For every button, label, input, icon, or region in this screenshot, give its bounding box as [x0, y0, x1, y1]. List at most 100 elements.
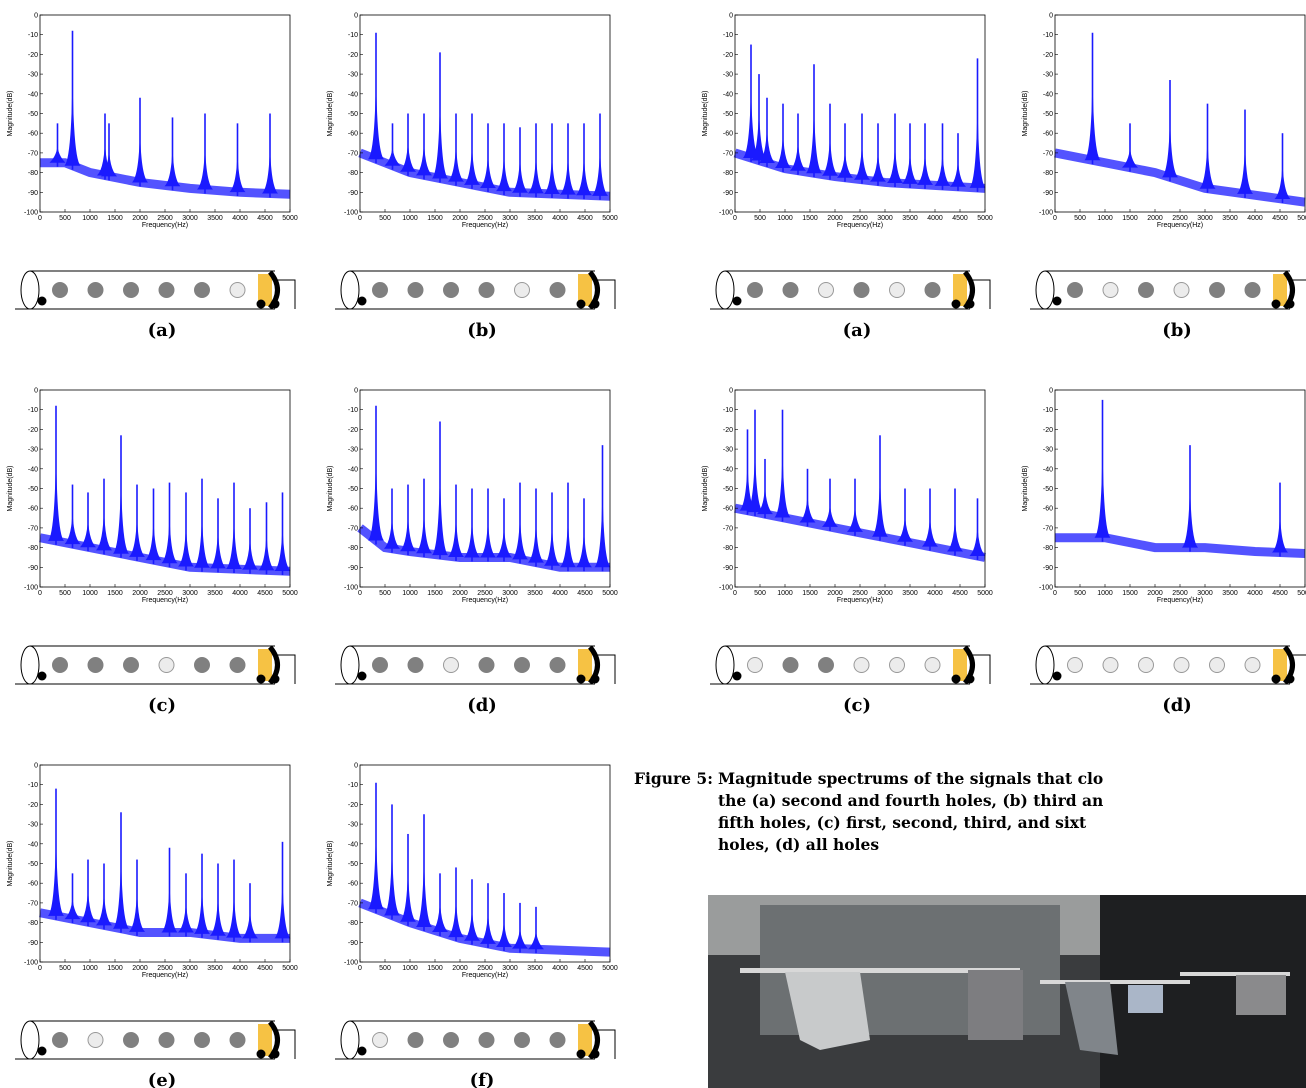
- x-tick-label: 0: [358, 590, 362, 597]
- peak-skirt: [64, 50, 81, 166]
- y-tick-label: -40: [28, 91, 38, 98]
- peak-skirt: [464, 899, 480, 941]
- peak-skirt: [576, 518, 592, 568]
- y-tick-label: -20: [28, 802, 38, 809]
- peak-skirt: [432, 893, 448, 933]
- y-tick-label: -70: [348, 900, 358, 907]
- y-tick-label: -50: [28, 486, 38, 493]
- peak-skirt: [101, 143, 117, 177]
- x-tick-label: 1500: [1122, 215, 1138, 222]
- tone-hole: [818, 657, 834, 673]
- peak-skirt: [48, 425, 64, 541]
- peak-skirt: [887, 133, 903, 184]
- y-tick-label: -90: [1043, 190, 1053, 197]
- y-tick-label: -80: [28, 920, 38, 927]
- panel-label: (a): [148, 320, 177, 341]
- peak-skirt: [129, 504, 145, 557]
- peak-skirt: [178, 512, 194, 567]
- mouthpiece: [953, 649, 967, 681]
- peak-skirt: [274, 861, 291, 939]
- peak-skirt: [161, 502, 178, 564]
- spectrum-panel: 0-10-20-30-40-50-60-70-80-90-1000 500 1000…: [1022, 13, 1306, 341]
- y-tick-label: -80: [1043, 545, 1053, 552]
- peak-skirt: [560, 143, 576, 195]
- peak-skirt: [512, 147, 528, 193]
- peak-skirt: [384, 824, 400, 916]
- tone-hole: [52, 282, 68, 298]
- x-tick-label: 3500: [207, 590, 223, 597]
- sensor-dot: [965, 299, 975, 309]
- peak-skirt: [1199, 123, 1216, 189]
- x-tick-label: 1000: [402, 215, 418, 222]
- peak-skirt: [242, 903, 258, 939]
- tube-end: [340, 270, 360, 310]
- y-tick-label: -60: [723, 506, 733, 513]
- y-tick-label: -40: [723, 466, 733, 473]
- bracket: [595, 1029, 616, 1059]
- sensor-dot: [357, 1046, 367, 1056]
- y-tick-label: -100: [1039, 585, 1053, 592]
- x-tick-label: 3000: [182, 215, 198, 222]
- y-tick-label: -60: [723, 131, 733, 138]
- y-tick-label: -80: [1043, 170, 1053, 177]
- y-tick-label: -60: [28, 131, 38, 138]
- peak-skirt: [384, 143, 401, 166]
- plot-frame: [1054, 389, 1306, 588]
- y-tick-label: -30: [28, 447, 38, 454]
- peak-skirt: [1122, 143, 1138, 168]
- x-tick-label: 3500: [1222, 590, 1238, 597]
- x-tick-label: 0: [733, 590, 737, 597]
- tube-end: [340, 645, 360, 685]
- sensor-dot: [951, 674, 961, 684]
- x-tick-label: 4000: [232, 215, 248, 222]
- x-tick-label: 4000: [1247, 590, 1263, 597]
- peak-skirt: [757, 478, 773, 515]
- x-tick-label: 2500: [477, 590, 493, 597]
- tone-hole: [1173, 282, 1190, 298]
- tone-hole: [1244, 657, 1261, 673]
- x-axis-label: Frequency(Hz): [142, 972, 188, 979]
- spectrum-panel: 0-10-20-30-40-50-60-70-80-90-1000 500 1000…: [7, 763, 298, 1088]
- tone-hole: [1138, 282, 1154, 298]
- spectrum-panel: 0-10-20-30-40-50-60-70-80-90-1000 500 1000…: [702, 13, 993, 342]
- tone-hole: [549, 1032, 566, 1048]
- x-tick-label: 2000: [452, 215, 468, 222]
- x-tick-label: 5000: [602, 590, 618, 597]
- peak-skirt: [870, 143, 886, 182]
- tone-hole: [158, 282, 175, 298]
- x-tick-label: 3500: [527, 215, 543, 222]
- y-tick-label: -100: [1039, 210, 1053, 217]
- y-tick-label: -100: [24, 210, 38, 217]
- y-tick-label: -70: [1043, 150, 1053, 157]
- sensor-dot: [590, 1049, 600, 1059]
- mouthpiece: [578, 274, 592, 306]
- tone-hole: [194, 1032, 210, 1048]
- y-tick-label: -50: [28, 111, 38, 118]
- panel-label: (d): [467, 695, 497, 716]
- peak-skirt: [544, 143, 560, 194]
- peak-skirt: [226, 502, 242, 570]
- tube-end: [1035, 645, 1055, 685]
- tone-hole: [924, 657, 941, 673]
- y-tick-label: -60: [1043, 131, 1053, 138]
- x-axis-label: Frequency(Hz): [462, 597, 508, 604]
- x-tick-label: 2000: [132, 590, 148, 597]
- peak-skirt: [1237, 129, 1253, 194]
- y-tick-label: -10: [28, 407, 38, 414]
- peak-skirt: [947, 508, 963, 552]
- peak-skirt: [1272, 502, 1288, 553]
- tone-hole: [87, 1032, 104, 1048]
- peak-skirt: [48, 808, 64, 916]
- y-tick-label: -50: [723, 486, 733, 493]
- peak-skirt: [400, 133, 416, 172]
- x-tick-label: 3000: [502, 965, 518, 972]
- x-tick-label: 5000: [282, 215, 298, 222]
- x-tick-label: 2500: [852, 590, 868, 597]
- peak-skirt: [97, 133, 113, 176]
- y-tick-label: 0: [34, 763, 38, 770]
- x-tick-label: 1500: [107, 215, 123, 222]
- tone-hole: [889, 282, 905, 298]
- y-tick-label: -60: [348, 131, 358, 138]
- y-tick-label: 0: [354, 763, 358, 770]
- peak-skirt: [258, 522, 275, 571]
